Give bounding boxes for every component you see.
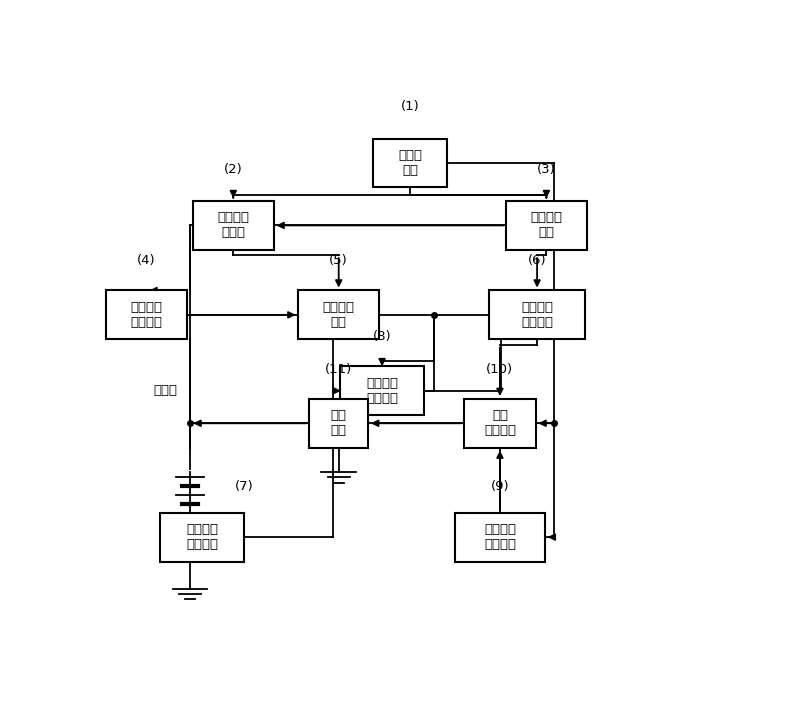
FancyBboxPatch shape xyxy=(455,513,545,562)
Text: 充电
触发电路: 充电 触发电路 xyxy=(484,409,516,437)
Text: 充电电压
设定电路: 充电电压 设定电路 xyxy=(130,301,162,329)
Text: (9): (9) xyxy=(490,480,510,494)
Text: (11): (11) xyxy=(325,363,352,375)
Text: 恒流充电
控制电路: 恒流充电 控制电路 xyxy=(521,301,553,329)
Text: (8): (8) xyxy=(373,330,391,343)
Text: 触发同步
控制电路: 触发同步 控制电路 xyxy=(484,523,516,551)
FancyBboxPatch shape xyxy=(106,291,187,339)
Text: (2): (2) xyxy=(224,163,242,176)
Text: (3): (3) xyxy=(537,163,556,176)
Text: 电压比较
电路: 电压比较 电路 xyxy=(322,301,354,329)
Text: 标准电压
源电路: 标准电压 源电路 xyxy=(218,211,250,239)
Text: (5): (5) xyxy=(330,254,348,267)
FancyBboxPatch shape xyxy=(489,291,585,339)
Text: 控制电源
电路: 控制电源 电路 xyxy=(530,211,562,239)
Text: (6): (6) xyxy=(528,254,546,267)
Text: 充电
电路: 充电 电路 xyxy=(330,409,346,437)
Text: 蓄电池: 蓄电池 xyxy=(153,384,177,397)
FancyBboxPatch shape xyxy=(340,366,424,415)
Text: (1): (1) xyxy=(401,100,419,113)
FancyBboxPatch shape xyxy=(298,291,379,339)
FancyBboxPatch shape xyxy=(161,513,244,562)
FancyBboxPatch shape xyxy=(373,139,447,187)
FancyBboxPatch shape xyxy=(506,201,586,250)
Text: 主电源
电路: 主电源 电路 xyxy=(398,149,422,177)
Text: (4): (4) xyxy=(137,254,156,267)
Text: (7): (7) xyxy=(234,480,254,494)
Text: 充电电流
控制电路: 充电电流 控制电路 xyxy=(366,377,398,405)
Text: (10): (10) xyxy=(486,363,514,375)
FancyBboxPatch shape xyxy=(193,201,274,250)
FancyBboxPatch shape xyxy=(310,399,368,448)
FancyBboxPatch shape xyxy=(464,399,535,448)
Text: 充电电流
检测电路: 充电电流 检测电路 xyxy=(186,523,218,551)
